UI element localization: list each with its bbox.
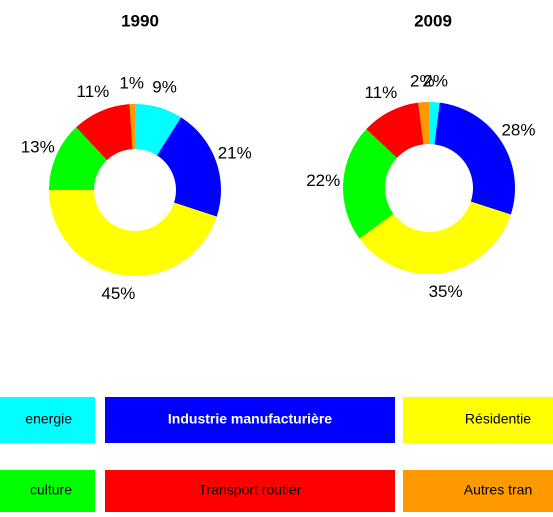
legend-swatch [105, 470, 395, 512]
legend-swatch [403, 470, 553, 512]
pie-title: 2009 [414, 11, 452, 30]
legend-label: energie [25, 411, 72, 427]
donut-slice [129, 104, 135, 150]
donut-slice [434, 102, 515, 215]
legend-swatch [105, 397, 395, 443]
slice-label: 2% [423, 72, 448, 91]
slice-label: 11% [77, 82, 110, 101]
legend-swatch [0, 470, 95, 512]
pie-title: 1990 [121, 11, 159, 30]
legend-label: culture [30, 482, 72, 498]
legend-label: Industrie manufacturière [168, 411, 332, 427]
legend-label: Transport routier [199, 482, 302, 498]
slice-label: 11% [364, 83, 397, 102]
donut-slice [49, 190, 217, 276]
legend-swatch [0, 397, 95, 443]
slice-label: 2% [410, 72, 435, 91]
donut-slice [76, 104, 133, 161]
legend-label: Résidentie [465, 411, 531, 427]
slice-label: 22% [306, 171, 340, 190]
legend-label: Autres tran [464, 482, 532, 498]
donut-slice [135, 104, 182, 156]
donut-slice [359, 201, 511, 275]
slice-label: 35% [429, 282, 463, 301]
donut-slice [366, 102, 424, 158]
slice-label: 13% [21, 137, 55, 156]
slice-label: 45% [101, 284, 135, 303]
legend-swatch [403, 397, 553, 443]
slice-label: 28% [501, 121, 535, 140]
donut-slice [343, 129, 397, 239]
donut-slice [49, 127, 107, 190]
donut-slice [429, 102, 440, 145]
slice-label: 21% [218, 144, 252, 163]
slice-label: 9% [152, 78, 177, 97]
donut-slice [156, 117, 221, 217]
donut-slice [418, 102, 429, 145]
slice-label: 1% [119, 74, 144, 93]
